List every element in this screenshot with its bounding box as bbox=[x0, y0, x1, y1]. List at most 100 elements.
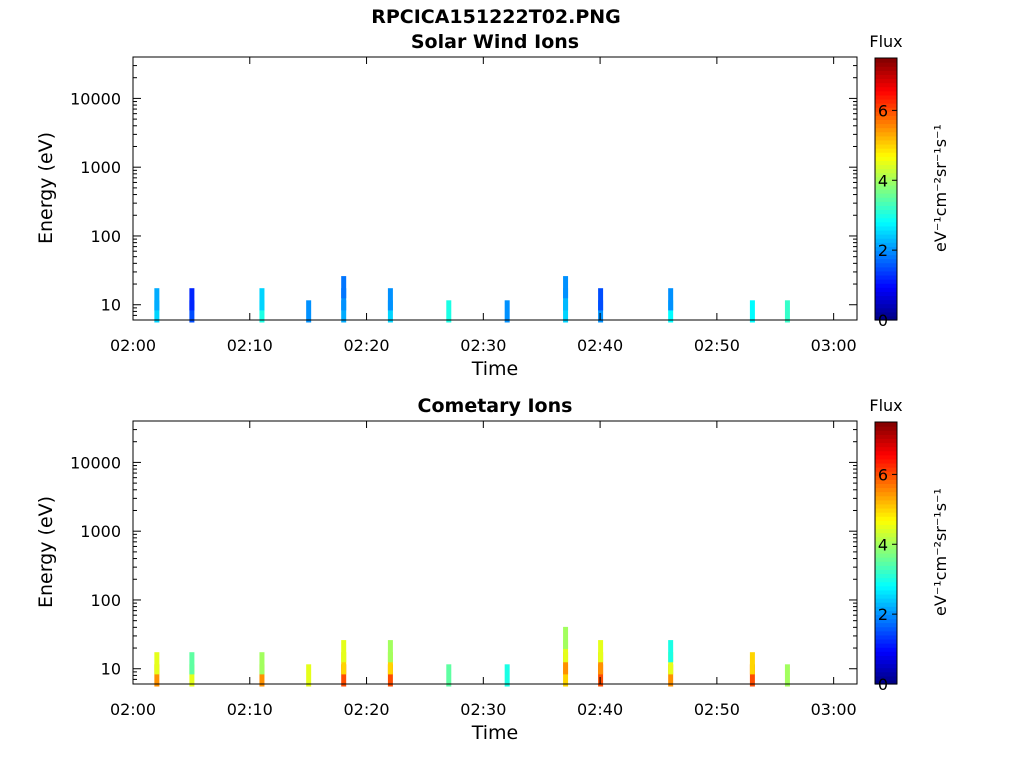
cometary-colorbar-step bbox=[875, 520, 897, 525]
cometary-cell bbox=[259, 652, 265, 675]
solar-wind-cell bbox=[341, 300, 347, 323]
cometary-colorbar-tick-label: 6 bbox=[878, 465, 888, 484]
cometary-cell bbox=[387, 664, 393, 687]
solar-wind-colorbar-step bbox=[875, 209, 897, 215]
cometary-colorbar-step bbox=[875, 630, 897, 636]
cometary-colorbar-step bbox=[875, 540, 897, 546]
cometary-colorbar-step bbox=[875, 557, 897, 562]
solar-wind-xtick-label: 02:30 bbox=[460, 336, 506, 355]
solar-wind-xtick-label: 03:00 bbox=[811, 336, 857, 355]
cometary-ytick-label: 100 bbox=[90, 591, 121, 610]
solar-wind-xlabel: Time bbox=[471, 358, 519, 380]
cometary-colorbar-step bbox=[875, 458, 897, 464]
solar-wind-ytick-label: 1000 bbox=[80, 158, 121, 177]
cometary-cell bbox=[668, 664, 674, 687]
solar-wind-cell bbox=[259, 300, 265, 323]
cometary-colorbar-step bbox=[875, 581, 897, 587]
cometary-colorbar-step bbox=[875, 430, 897, 435]
cometary-xtick-label: 02:40 bbox=[577, 700, 623, 719]
cometary-colorbar-step bbox=[875, 561, 897, 566]
cometary-colorbar-step bbox=[875, 499, 897, 505]
solar-wind-title: Solar Wind Ions bbox=[411, 31, 579, 53]
cometary-colorbar-step bbox=[875, 503, 897, 509]
solar-wind-cell bbox=[446, 300, 452, 323]
cometary-colorbar-step bbox=[875, 667, 897, 673]
cometary-colorbar-step bbox=[875, 454, 897, 460]
cometary-colorbar-frame bbox=[874, 421, 898, 685]
solar-wind-colorbar-step bbox=[875, 82, 897, 88]
cometary-colorbar-step bbox=[875, 450, 897, 456]
solar-wind-colorbar-tick-label: 4 bbox=[878, 171, 888, 190]
cometary-cell bbox=[154, 652, 160, 675]
cometary-xtick-label: 02:10 bbox=[227, 700, 273, 719]
cometary-colorbar-step bbox=[875, 663, 897, 669]
cometary-colorbar-step bbox=[875, 516, 897, 521]
cometary-colorbar-step bbox=[875, 434, 897, 439]
cometary-ytick-label: 10 bbox=[101, 660, 121, 679]
cometary-colorbar-step bbox=[875, 422, 897, 427]
solar-wind-ytick-label: 10 bbox=[101, 296, 121, 315]
cometary-xlabel: Time bbox=[471, 722, 519, 744]
solar-wind-panel: Solar Wind Ions Time Energy (eV) Flux eV… bbox=[35, 31, 950, 380]
solar-wind-colorbar-label: eV⁻¹cm⁻²sr⁻¹s⁻¹ bbox=[931, 124, 950, 252]
cometary-colorbar-step bbox=[875, 553, 897, 558]
solar-wind-colorbar-step bbox=[875, 229, 897, 235]
solar-wind-cell bbox=[563, 276, 569, 299]
solar-wind-colorbar-step bbox=[875, 160, 897, 166]
cometary-colorbar-step bbox=[875, 626, 897, 632]
solar-wind-cell bbox=[259, 288, 265, 311]
cometary-colorbar-step bbox=[875, 651, 897, 656]
solar-wind-cell bbox=[504, 300, 510, 323]
cometary-colorbar-step bbox=[875, 548, 897, 554]
solar-wind-colorbar-step bbox=[875, 242, 897, 247]
cometary-colorbar-step bbox=[875, 634, 897, 640]
cometary-colorbar-step bbox=[875, 618, 897, 624]
cometary-colorbar-step bbox=[875, 528, 897, 534]
solar-wind-colorbar-step bbox=[875, 176, 897, 182]
figure-title: RPCICA151222T02.PNG bbox=[371, 6, 621, 28]
cometary-cell bbox=[259, 664, 265, 687]
solar-wind-colorbar-step bbox=[875, 270, 897, 276]
cometary-colorbar-step bbox=[875, 614, 897, 620]
solar-wind-colorbar-step bbox=[875, 303, 897, 309]
solar-wind-cell bbox=[749, 300, 755, 323]
cometary-colorbar-step bbox=[875, 438, 897, 444]
solar-wind-colorbar-step bbox=[875, 213, 897, 219]
solar-wind-cell bbox=[668, 300, 674, 323]
cometary-colorbar-step bbox=[875, 610, 897, 616]
cometary-colorbar-step bbox=[875, 606, 897, 611]
solar-wind-colorbar-step bbox=[875, 274, 897, 280]
solar-wind-colorbar-tick-label: 6 bbox=[878, 101, 888, 120]
cometary-colorbar-step bbox=[875, 655, 897, 661]
cometary-colorbar-step bbox=[875, 589, 897, 595]
cometary-cell bbox=[598, 640, 604, 663]
solar-wind-colorbar-step bbox=[875, 135, 897, 141]
solar-wind-cell bbox=[189, 300, 195, 323]
cometary-xtick-label: 02:30 bbox=[460, 700, 506, 719]
solar-wind-cells bbox=[154, 276, 790, 323]
cometary-colorbar-step bbox=[875, 569, 897, 575]
solar-wind-cell bbox=[154, 300, 160, 323]
solar-wind-colorbar-step bbox=[875, 201, 897, 206]
cometary-colorbar-step bbox=[875, 442, 897, 448]
cometary-cell bbox=[189, 652, 195, 675]
cometary-cell bbox=[387, 652, 393, 675]
cometary-colorbar-tick-label: 4 bbox=[878, 535, 888, 554]
solar-wind-colorbar-step bbox=[875, 266, 897, 272]
solar-wind-colorbar-step bbox=[875, 291, 897, 297]
solar-wind-cell bbox=[598, 288, 604, 311]
cometary-colorbar-step bbox=[875, 467, 897, 472]
cometary-colorbar-step bbox=[875, 426, 897, 431]
solar-wind-colorbar-step bbox=[875, 139, 897, 145]
cometary-cell bbox=[189, 664, 195, 687]
cometary-cell bbox=[341, 652, 347, 675]
cometary-colorbar-step bbox=[875, 643, 897, 648]
solar-wind-ylabel: Energy (eV) bbox=[35, 132, 57, 244]
cometary-colorbar-step bbox=[875, 471, 897, 476]
solar-wind-colorbar-step bbox=[875, 225, 897, 231]
solar-wind-cell bbox=[189, 288, 195, 311]
cometary-colorbar-step bbox=[875, 659, 897, 665]
cometary-cell bbox=[387, 640, 393, 663]
cometary-colorbar-step bbox=[875, 495, 897, 501]
